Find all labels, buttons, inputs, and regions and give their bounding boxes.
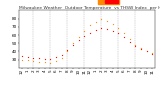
Point <box>26 60 29 61</box>
Point <box>100 28 103 29</box>
Point <box>43 61 46 63</box>
Point <box>111 30 114 32</box>
Point <box>128 38 131 40</box>
Point <box>134 45 137 46</box>
Point <box>72 44 74 46</box>
Point <box>111 23 114 24</box>
Point <box>55 56 57 58</box>
Point <box>123 36 125 37</box>
Point <box>128 41 131 42</box>
Point <box>117 27 120 28</box>
Point <box>32 57 35 59</box>
Point <box>49 62 52 64</box>
Point <box>145 50 148 51</box>
Point <box>117 33 120 34</box>
Point <box>66 51 69 52</box>
Point <box>38 61 40 63</box>
Point <box>151 52 154 54</box>
Text: Milwaukee Weather  Outdoor Temperature  vs THSW Index  per Hour  (24 Hours): Milwaukee Weather Outdoor Temperature vs… <box>19 6 160 10</box>
Point <box>106 20 108 22</box>
Point <box>94 29 97 31</box>
Point <box>89 32 91 33</box>
Point <box>66 49 69 51</box>
Point <box>151 53 154 55</box>
Point <box>55 61 57 62</box>
Point <box>134 44 137 46</box>
Point <box>140 48 142 49</box>
Point <box>83 35 86 37</box>
Point <box>123 33 125 34</box>
Point <box>145 51 148 52</box>
Point <box>21 59 23 60</box>
Point <box>89 25 91 26</box>
Point <box>49 58 52 60</box>
Point <box>21 56 23 57</box>
Point <box>100 19 103 20</box>
Point <box>43 58 46 60</box>
Point <box>106 29 108 30</box>
Point <box>38 57 40 59</box>
Point <box>32 61 35 62</box>
Point <box>26 56 29 58</box>
Point <box>60 54 63 55</box>
Point <box>60 57 63 59</box>
Point <box>94 21 97 23</box>
Point <box>77 36 80 37</box>
Point <box>83 30 86 32</box>
Point <box>72 43 74 44</box>
Point <box>140 48 142 50</box>
Point <box>77 39 80 41</box>
